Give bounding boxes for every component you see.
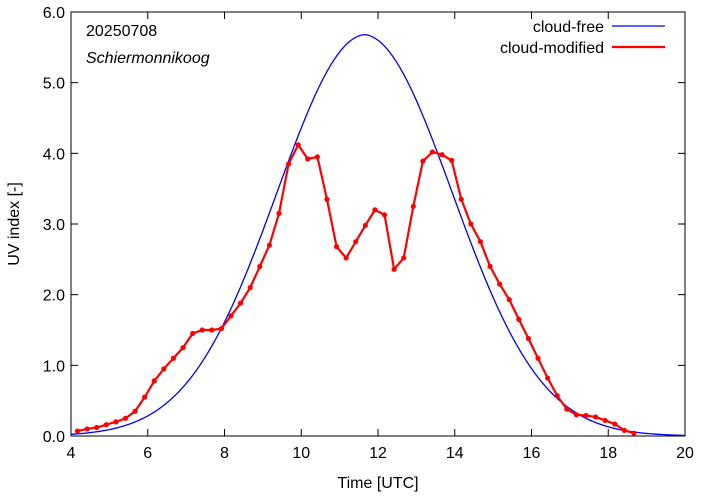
cloud-modified-point bbox=[401, 255, 407, 261]
legend-label-cloud-free: cloud-free bbox=[533, 19, 604, 36]
cloud-modified-point bbox=[458, 196, 464, 202]
cloud-modified-point bbox=[362, 222, 368, 229]
cloud-modified-point bbox=[487, 263, 493, 269]
cloud-modified-point bbox=[592, 414, 599, 420]
cloud-modified-point bbox=[170, 355, 177, 361]
cloud-modified-point bbox=[276, 210, 282, 216]
cloud-modified-point bbox=[573, 412, 580, 418]
cloud-modified-point bbox=[429, 149, 436, 155]
x-tick-label: 20 bbox=[676, 445, 694, 462]
cloud-modified-point bbox=[410, 203, 416, 209]
cloud-modified-point bbox=[497, 281, 503, 287]
cloud-modified-point bbox=[151, 378, 157, 384]
y-tick-label: 5.0 bbox=[43, 76, 65, 93]
x-tick-labels: 4 6 8 10 12 14 16 18 20 bbox=[67, 445, 694, 462]
location-annotation: Schiermonnikoog bbox=[86, 50, 210, 67]
date-annotation: 20250708 bbox=[86, 23, 157, 40]
cloud-modified-point bbox=[113, 419, 119, 425]
axis-ticks bbox=[70, 11, 686, 437]
cloud-modified-point bbox=[477, 239, 484, 245]
cloud-modified-point bbox=[132, 408, 138, 414]
cloud-modified-point bbox=[94, 424, 100, 431]
cloud-modified-point bbox=[314, 154, 320, 160]
x-tick-label: 4 bbox=[67, 445, 76, 462]
cloud-modified-point bbox=[583, 412, 589, 419]
series-line-cloud-free bbox=[70, 33, 686, 437]
legend-label-cloud-modified: cloud-modified bbox=[500, 40, 604, 57]
cloud-modified-point bbox=[238, 300, 244, 306]
cloud-modified-point bbox=[103, 422, 109, 428]
cloud-modified-point bbox=[333, 244, 340, 250]
cloud-modified-point bbox=[353, 239, 359, 245]
cloud-modified-point bbox=[516, 316, 522, 322]
cloud-modified-point bbox=[305, 156, 311, 162]
cloud-modified-point bbox=[122, 415, 129, 421]
x-tick-label: 18 bbox=[599, 445, 617, 462]
cloud-modified-point bbox=[506, 297, 512, 303]
y-tick-label: 3.0 bbox=[43, 217, 65, 234]
y-tick-labels: 0.0 1.0 2.0 3.0 4.0 5.0 6.0 bbox=[43, 5, 65, 446]
cloud-modified-point bbox=[295, 142, 301, 148]
cloud-modified-point bbox=[324, 196, 330, 202]
y-tick-label: 2.0 bbox=[43, 288, 65, 305]
cloud-modified-point bbox=[420, 158, 426, 164]
y-tick-label: 6.0 bbox=[43, 5, 65, 22]
cloud-modified-point bbox=[391, 266, 397, 272]
cloud-modified-point bbox=[247, 285, 253, 291]
cloud-modified-point bbox=[343, 255, 349, 261]
cloud-modified-point bbox=[142, 394, 148, 400]
cloud-modified-point bbox=[266, 242, 272, 248]
cloud-modified-point bbox=[190, 330, 196, 337]
x-tick-label: 6 bbox=[143, 445, 152, 462]
cloud-modified-point bbox=[439, 152, 445, 158]
cloud-modified-point bbox=[74, 428, 81, 434]
plot-frame bbox=[70, 11, 686, 437]
cloud-modified-point bbox=[631, 430, 637, 436]
x-axis-label: Time [UTC] bbox=[337, 475, 418, 492]
cloud-modified-point bbox=[602, 417, 608, 424]
cloud-modified-point bbox=[209, 327, 215, 333]
legend: cloud-free cloud-modified bbox=[500, 19, 665, 57]
cloud-modified-point bbox=[228, 313, 234, 319]
x-tick-label: 8 bbox=[220, 445, 229, 462]
cloud-modified-point bbox=[468, 221, 474, 227]
cloud-modified-point bbox=[535, 355, 541, 361]
cloud-modified-point bbox=[257, 263, 263, 269]
y-tick-label: 0.0 bbox=[43, 429, 65, 446]
cloud-modified-point bbox=[285, 161, 292, 167]
cloud-modified-point bbox=[218, 325, 225, 332]
cloud-modified-point bbox=[372, 207, 378, 213]
y-tick-label: 1.0 bbox=[43, 358, 65, 375]
x-tick-label: 10 bbox=[292, 445, 310, 462]
cloud-modified-point bbox=[545, 375, 551, 381]
cloud-modified-point bbox=[199, 327, 205, 333]
cloud-modified-point bbox=[449, 157, 455, 163]
cloud-modified-point bbox=[525, 335, 532, 342]
x-tick-label: 16 bbox=[523, 445, 541, 462]
x-tick-label: 12 bbox=[369, 445, 387, 462]
cloud-modified-point bbox=[554, 393, 560, 399]
cloud-modified-point bbox=[180, 345, 186, 351]
cloud-modified-point bbox=[161, 366, 167, 372]
cloud-modified-point bbox=[84, 426, 90, 432]
y-axis-label: UV index [-] bbox=[6, 182, 23, 266]
series-layer bbox=[70, 33, 686, 437]
x-tick-label: 14 bbox=[446, 445, 464, 462]
cloud-modified-point bbox=[381, 212, 388, 218]
series-line-cloud-modified bbox=[77, 143, 635, 435]
y-tick-label: 4.0 bbox=[43, 146, 65, 163]
cloud-modified-point bbox=[564, 406, 570, 412]
cloud-modified-point bbox=[612, 421, 618, 427]
cloud-modified-point bbox=[621, 427, 627, 433]
